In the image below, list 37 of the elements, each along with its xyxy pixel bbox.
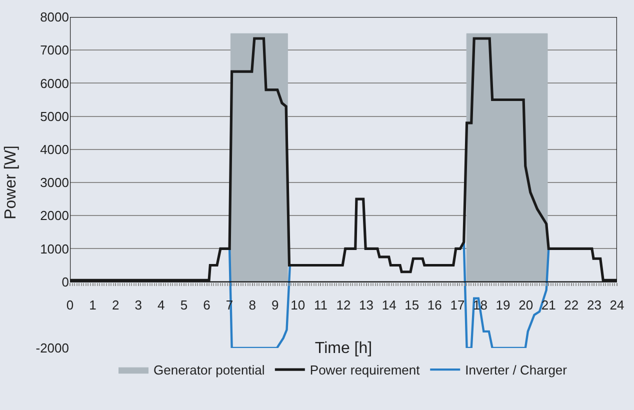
y-tick-label: 3000 (40, 175, 69, 190)
x-axis-title: Time [h] (314, 340, 372, 358)
x-tick-label: 1 (89, 297, 96, 312)
legend-label: Inverter / Charger (465, 362, 568, 378)
legend-label: Power requirement (310, 362, 420, 378)
x-tick-label: 4 (158, 297, 165, 312)
y-tick-label: 7000 (40, 42, 69, 58)
x-tick-label: 24 (610, 297, 624, 312)
x-tick-label: 12 (336, 297, 351, 312)
y-tick-label: 1000 (40, 241, 69, 256)
x-tick-label: 23 (586, 297, 602, 312)
x-tick-label: 20 (518, 297, 534, 312)
y-axis-title: Power [W] (2, 146, 20, 220)
x-tick-label: 5 (180, 297, 188, 312)
y-tick-label: -2000 (36, 340, 69, 356)
x-tick-label: 19 (496, 297, 510, 312)
x-tick-label: 2 (112, 297, 120, 312)
legend-label: Generator potential (154, 362, 265, 378)
x-tick-label: 21 (541, 297, 556, 312)
x-tick-label: 15 (404, 297, 420, 312)
x-tick-label: 17 (450, 297, 465, 312)
x-tick-label: 22 (564, 297, 579, 312)
x-tick-label: 13 (359, 297, 374, 312)
y-tick-label: 4000 (40, 142, 69, 157)
x-tick-label: 10 (290, 297, 306, 312)
y-tick-label: 0 (62, 274, 69, 290)
x-tick-label: 9 (272, 297, 279, 312)
x-tick-label: 11 (314, 297, 328, 312)
x-tick-label: 8 (248, 297, 256, 312)
y-tick-label: 2000 (40, 208, 69, 224)
y-tick-label: 5000 (40, 108, 69, 124)
x-tick-label: 3 (134, 297, 142, 312)
x-tick-label: 6 (203, 297, 210, 312)
x-tick-label: 14 (382, 297, 396, 312)
y-tick-label: 6000 (40, 76, 69, 91)
y-tick-label: 8000 (40, 10, 69, 25)
x-tick-label: 16 (427, 297, 442, 312)
